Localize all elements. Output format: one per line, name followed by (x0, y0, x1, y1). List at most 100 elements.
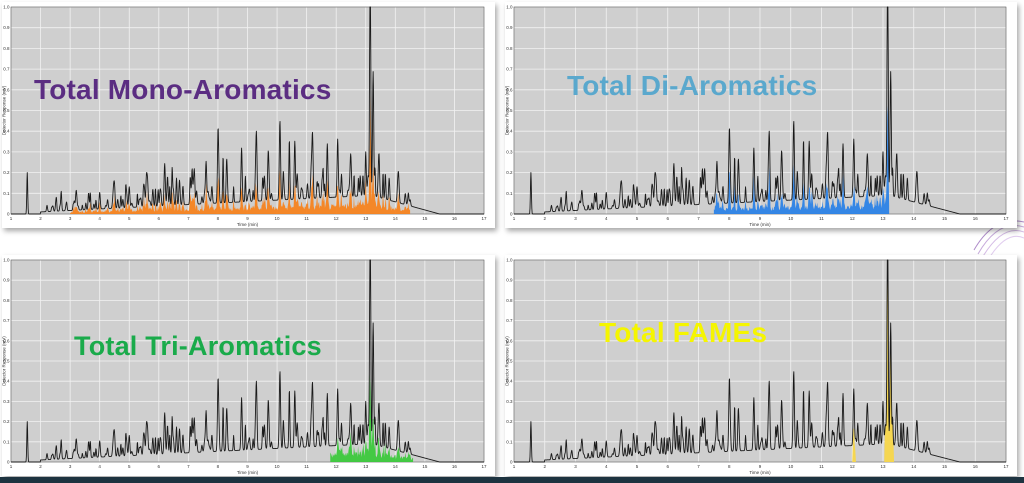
x-tick-label: 15 (422, 464, 428, 469)
y-tick-label: 0.4 (506, 129, 513, 134)
x-tick-label: 14 (393, 216, 399, 221)
x-tick-label: 17 (1003, 216, 1009, 221)
x-tick-label: 8 (728, 464, 731, 469)
x-tick-label: 10 (275, 464, 281, 469)
x-tick-label: 6 (158, 216, 161, 221)
y-tick-label: 0 (510, 460, 513, 465)
y-tick-label: 0.9 (3, 278, 10, 283)
x-tick-label: 9 (246, 464, 249, 469)
x-tick-label: 3 (69, 464, 72, 469)
chart-panel-di-aromatics: 1 2 3 4 5 6 7 8 9 10 11 12 13 14 15 16 17 0 0.1 0.2 0.3 0.4 0.… (505, 2, 1017, 228)
y-tick-label: 0.2 (506, 170, 513, 175)
label-di-aromatics: Total Di-Aromatics (567, 70, 818, 101)
x-tick-label: 9 (759, 216, 762, 221)
y-tick-label: 0.4 (3, 379, 10, 384)
x-tick-label: 11 (819, 216, 824, 221)
x-tick-label: 7 (187, 464, 190, 469)
x-tick-label: 5 (128, 216, 131, 221)
x-tick-label: 1 (513, 464, 516, 469)
y-tick-label: 0.9 (506, 278, 513, 283)
y-tick-label: 0.3 (3, 399, 10, 404)
x-tick-label: 10 (788, 464, 794, 469)
x-tick-label: 5 (128, 464, 131, 469)
y-tick-label: 0.6 (3, 338, 10, 343)
y-tick-label: 0.3 (3, 149, 10, 154)
x-tick-label: 5 (636, 216, 639, 221)
x-tick-label: 12 (334, 464, 340, 469)
y-tick-label: 0.4 (3, 129, 10, 134)
x-tick-label: 9 (759, 464, 762, 469)
y-tick-label: 0.8 (506, 46, 513, 51)
x-tick-label: 16 (973, 464, 979, 469)
y-tick-label: 0.9 (3, 25, 10, 30)
chromatogram-trace (513, 259, 1007, 463)
chromatogram-fames: 1 2 3 4 5 6 7 8 9 10 11 12 13 14 15 16 1700.10.20.30.40.… (505, 258, 1009, 476)
x-axis-title: Time (min) (749, 222, 771, 227)
y-tick-label: 0.5 (506, 108, 513, 113)
x-tick-label: 1 (513, 216, 516, 221)
y-tick-label: 1.0 (506, 5, 513, 10)
x-tick-label: 15 (942, 216, 948, 221)
x-tick-label: 9 (246, 216, 249, 221)
y-tick-label: 0.3 (506, 399, 513, 404)
chromatogram-trace (10, 259, 485, 463)
x-tick-label: 16 (452, 216, 458, 221)
y-tick-label: 1.0 (3, 258, 10, 263)
axis-frame (513, 259, 1007, 463)
x-tick-label: 6 (158, 464, 161, 469)
component-fill (713, 105, 890, 214)
y-tick-label: 0.7 (3, 318, 10, 323)
x-tick-label: 4 (605, 216, 608, 221)
x-tick-label: 11 (304, 464, 309, 469)
x-tick-label: 13 (880, 216, 886, 221)
y-tick-label: 0.2 (3, 419, 10, 424)
x-tick-label: 13 (880, 464, 886, 469)
y-tick-label: 0.1 (506, 439, 513, 444)
label-mono-aromatics: Total Mono-Aromatics (34, 74, 332, 105)
chromatogram-di-aromatics: 1 2 3 4 5 6 7 8 9 10 11 12 13 14 15 16 1700.10.20.30.40.… (505, 5, 1009, 228)
y-axis-title: Detector Response (mV) (2, 336, 7, 386)
x-tick-label: 10 (275, 216, 281, 221)
y-tick-label: 0.6 (3, 87, 10, 92)
x-tick-label: 12 (334, 216, 340, 221)
y-tick-label: 0.8 (3, 46, 10, 51)
y-tick-label: 0.8 (3, 298, 10, 303)
x-tick-label: 2 (39, 216, 42, 221)
component-fill (852, 260, 899, 462)
y-tick-label: 0.7 (506, 318, 513, 323)
x-tick-label: 15 (422, 216, 428, 221)
axis-frame (10, 259, 485, 463)
chart-panel-fames: 1 2 3 4 5 6 7 8 9 10 11 12 13 14 15 16 17 0 0.1 0.2 0.3 0.4 0.… (505, 255, 1017, 476)
x-tick-label: 12 (850, 464, 856, 469)
y-tick-label: 0 (510, 212, 513, 217)
component-fill (330, 374, 414, 462)
y-tick-label: 0.5 (3, 108, 10, 113)
y-tick-label: 0.9 (506, 25, 513, 30)
y-tick-label: 0.7 (506, 67, 513, 72)
x-tick-label: 11 (819, 464, 824, 469)
x-tick-label: 2 (39, 464, 42, 469)
chromatogram-mono-aromatics: 1 2 3 4 5 6 7 8 9 10 11 12 13 14 15 16 1700.10.20.30.40.… (2, 5, 487, 228)
x-tick-label: 16 (973, 216, 979, 221)
x-tick-label: 15 (942, 464, 948, 469)
x-tick-label: 3 (574, 216, 577, 221)
x-tick-label: 16 (452, 464, 458, 469)
y-tick-label: 0.7 (3, 67, 10, 72)
label-fames: Total FAMEs (599, 317, 768, 348)
x-tick-label: 8 (217, 216, 220, 221)
x-axis-title: Time (min) (237, 222, 259, 227)
y-tick-label: 0.1 (506, 191, 513, 196)
y-tick-label: 0.1 (3, 191, 10, 196)
chromatogram-tri-aromatics: 1 2 3 4 5 6 7 8 9 10 11 12 13 14 15 16 1700.10.20.30.40.… (2, 258, 487, 476)
x-tick-label: 17 (481, 464, 487, 469)
x-tick-label: 7 (697, 464, 700, 469)
x-tick-label: 5 (636, 464, 639, 469)
x-tick-label: 2 (543, 216, 546, 221)
chart-panel-tri-aromatics: 1 2 3 4 5 6 7 8 9 10 11 12 13 14 15 16 17 0 0.1 0.2 0.3 0.4 0.… (2, 255, 495, 476)
y-tick-label: 0.5 (506, 359, 513, 364)
x-tick-label: 8 (728, 216, 731, 221)
x-tick-label: 11 (304, 216, 309, 221)
y-tick-label: 0.6 (506, 338, 513, 343)
chromatogram-trace (10, 6, 485, 215)
label-tri-aromatics: Total Tri-Aromatics (74, 331, 322, 361)
